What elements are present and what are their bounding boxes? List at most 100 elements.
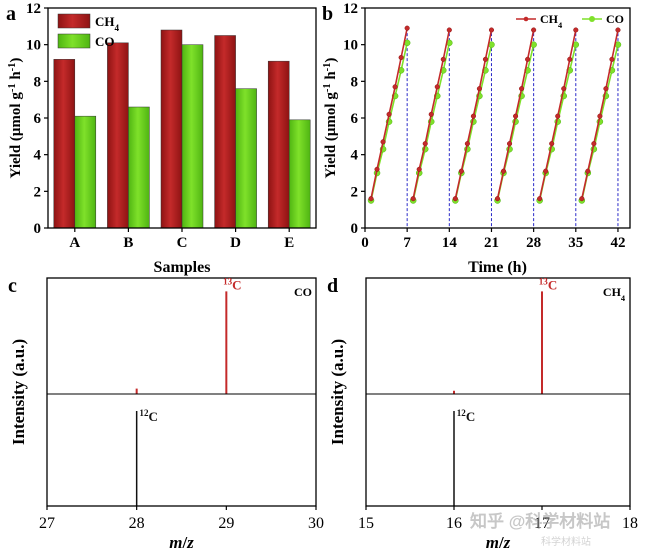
data-point-ch4 — [500, 168, 507, 174]
x-tick-label: E — [284, 235, 294, 251]
data-point-ch4 — [458, 168, 464, 174]
bar-ch-d — [214, 35, 236, 229]
data-point-ch4 — [543, 168, 549, 174]
x-tick-label: 30 — [308, 515, 324, 532]
data-point-ch4 — [506, 141, 513, 147]
panel-label-a: a — [6, 3, 16, 25]
plot-frame — [365, 277, 631, 507]
data-point-ch4 — [603, 86, 609, 92]
y-axis-label: Yield (μmol g-1 h-1) — [322, 58, 340, 179]
peak-label-13c: 13C — [223, 276, 241, 292]
bar-co-d — [235, 88, 257, 229]
peak-label-13c: 13C — [539, 276, 557, 292]
data-point-ch4 — [597, 113, 603, 119]
legend-swatch — [57, 13, 91, 29]
legend-label: CH4 — [95, 14, 120, 33]
y-tick-label: 8 — [351, 74, 359, 90]
y-tick-label: 10 — [26, 38, 41, 54]
data-point-ch4 — [440, 56, 446, 62]
data-point-ch4 — [398, 54, 404, 61]
x-tick-label: 14 — [442, 235, 458, 251]
data-point-ch4 — [525, 56, 531, 62]
x-tick-label: 29 — [218, 515, 234, 532]
y-tick-label: 6 — [34, 111, 42, 127]
x-tick-label: 15 — [358, 515, 374, 532]
data-point-ch4 — [609, 56, 615, 62]
x-tick-label: 28 — [526, 235, 541, 251]
peak-label-12c: 12C — [457, 408, 475, 424]
data-point-ch4 — [476, 86, 482, 92]
panel-label-d: d — [327, 275, 338, 297]
x-axis-label: Time (h) — [468, 259, 527, 276]
data-point-ch4 — [531, 27, 537, 33]
data-point-ch4 — [392, 84, 398, 90]
panel-label-c: c — [8, 275, 17, 297]
panel-c: 13C 12C CO 27 28 29 30 m/z Intensity (a.u.) c — [8, 275, 324, 552]
x-tick-label: 28 — [129, 515, 145, 532]
x-tick-label: C — [177, 235, 188, 251]
y-tick-label: 4 — [34, 148, 42, 164]
data-point-ch4 — [404, 25, 410, 31]
y-tick-label: 10 — [343, 38, 358, 54]
bar-co-c — [181, 44, 204, 229]
x-tick-label: B — [123, 235, 133, 251]
data-point-ch4 — [615, 27, 621, 33]
spectrum-title: CO — [294, 285, 312, 299]
peak-label-12c: 12C — [139, 408, 157, 424]
y-tick-label: 2 — [351, 184, 359, 200]
bar-ch-c — [160, 29, 183, 229]
x-tick-label: 17 — [534, 515, 550, 532]
x-tick-label: 42 — [610, 235, 625, 251]
x-tick-label: 21 — [484, 235, 499, 251]
legend-marker — [589, 16, 595, 22]
legend-marker — [523, 16, 529, 22]
panel-label-b: b — [322, 3, 333, 25]
data-point-ch4 — [573, 27, 579, 33]
bar-co-a — [74, 115, 97, 229]
legend-label: CO — [95, 34, 115, 49]
x-tick-label: D — [230, 235, 241, 251]
data-point-ch4 — [428, 111, 434, 117]
bar-ch-b — [107, 42, 129, 229]
data-point-ch4 — [555, 113, 561, 119]
data-point-ch4 — [434, 84, 440, 90]
legend-swatch — [57, 33, 91, 49]
legend-label: CO — [606, 12, 624, 26]
data-point-ch4 — [368, 196, 374, 202]
data-point-ch4 — [585, 168, 591, 174]
data-point-ch4 — [482, 56, 489, 62]
data-point-ch4 — [513, 113, 519, 119]
panel-b: 0 7 14 21 28 35 42 0 2 4 6 8 10 12 Time (h) Yield (μmol… — [322, 1, 631, 276]
x-tick-label: 7 — [403, 235, 411, 251]
data-point-ch4 — [452, 196, 458, 202]
y-tick-label: 12 — [343, 1, 358, 17]
panel-d: 13C 12C CH4 15 16 17 18 m/z Intensity (a.u.) d — [327, 275, 638, 552]
data-point-ch4 — [561, 86, 567, 92]
y-tick-label: 2 — [34, 184, 42, 200]
bar-co-e — [288, 119, 311, 229]
plot-frame — [46, 277, 317, 507]
y-tick-label: 0 — [34, 221, 42, 237]
x-axis-label: m/z — [169, 533, 194, 550]
watermark-text: 知乎 @科学材料站 — [469, 511, 610, 531]
data-point-ch4 — [488, 27, 495, 33]
y-axis-label: Yield (μmol g-1 h-1) — [7, 58, 25, 179]
y-tick-label: 12 — [26, 1, 41, 17]
data-point-ch4 — [380, 139, 386, 145]
y-tick-label: 0 — [351, 221, 359, 237]
bar-co-b — [128, 106, 150, 229]
data-point-ch4 — [519, 86, 525, 92]
bar-ch-a — [53, 59, 76, 229]
x-axis-label: m/z — [486, 533, 511, 550]
spectrum-title: CH4 — [603, 285, 626, 303]
data-point-ch4 — [410, 196, 416, 202]
data-point-ch4 — [464, 141, 470, 147]
bar-ch-e — [267, 60, 290, 229]
x-axis-label: Samples — [154, 259, 211, 276]
data-point-ch4 — [470, 113, 476, 119]
x-tick-label: 18 — [622, 515, 638, 532]
watermark-subtext: 科学材料站 — [541, 535, 591, 548]
